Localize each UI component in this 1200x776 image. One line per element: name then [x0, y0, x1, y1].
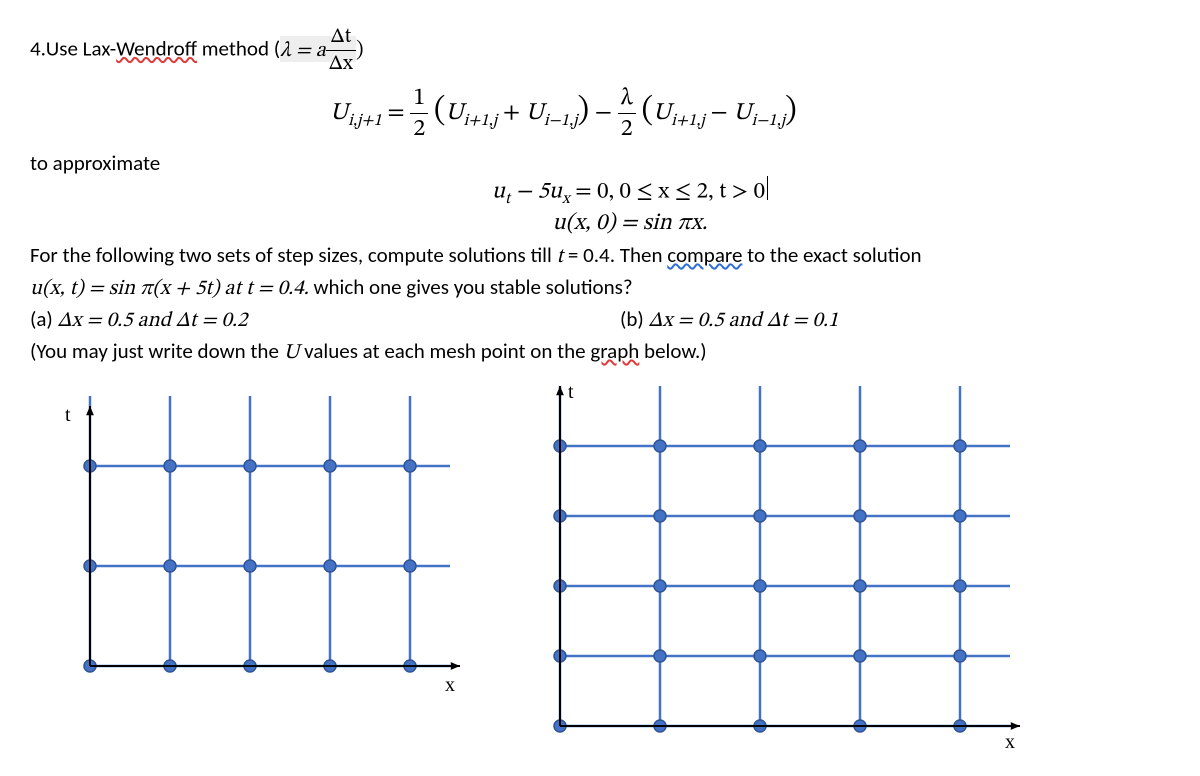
parts-row: (a) Δx = 0.5 and Δt = 0.2 (b) Δx = 0.5 a… — [30, 306, 1170, 334]
svg-text:x: x — [1005, 731, 1015, 753]
pde-equations: ut − 5ux = 0, 0 ≤ x ≤ 2, t > 0 u(x, 0) =… — [90, 176, 1170, 238]
word-compare: compare — [667, 242, 742, 268]
word-wendroff: Wendroff — [116, 36, 197, 62]
instructions-3: (You may just write down the U values at… — [30, 338, 1170, 366]
part-b: (b) Δx = 0.5 and Δt = 0.1 — [620, 306, 1170, 334]
svg-text:x: x — [445, 674, 455, 696]
to-approximate-label: to approximate — [30, 150, 1170, 176]
grid-a: tx — [30, 376, 460, 706]
text-cursor — [767, 176, 768, 200]
instructions-2: u(x, t) = sin π(x + 5t) at t = 0.4. whic… — [30, 274, 1170, 302]
svg-text:t: t — [568, 381, 574, 403]
question-heading: 4.Use Lax-Wendroff method (λ = aΔtΔx) — [30, 24, 1170, 77]
svg-text:t: t — [65, 404, 71, 426]
word-graph: graph — [590, 338, 639, 364]
scheme-equation: Ui,j+1 = 12 (Ui+1,j + Ui−1,j) − λ2 (Ui+1… — [330, 83, 1170, 144]
instructions-1: For the following two sets of step sizes… — [30, 242, 1170, 270]
part-a: (a) Δx = 0.5 and Δt = 0.2 — [30, 306, 580, 334]
qnum: 4. — [30, 36, 46, 62]
grid-b: tx — [520, 376, 1020, 756]
